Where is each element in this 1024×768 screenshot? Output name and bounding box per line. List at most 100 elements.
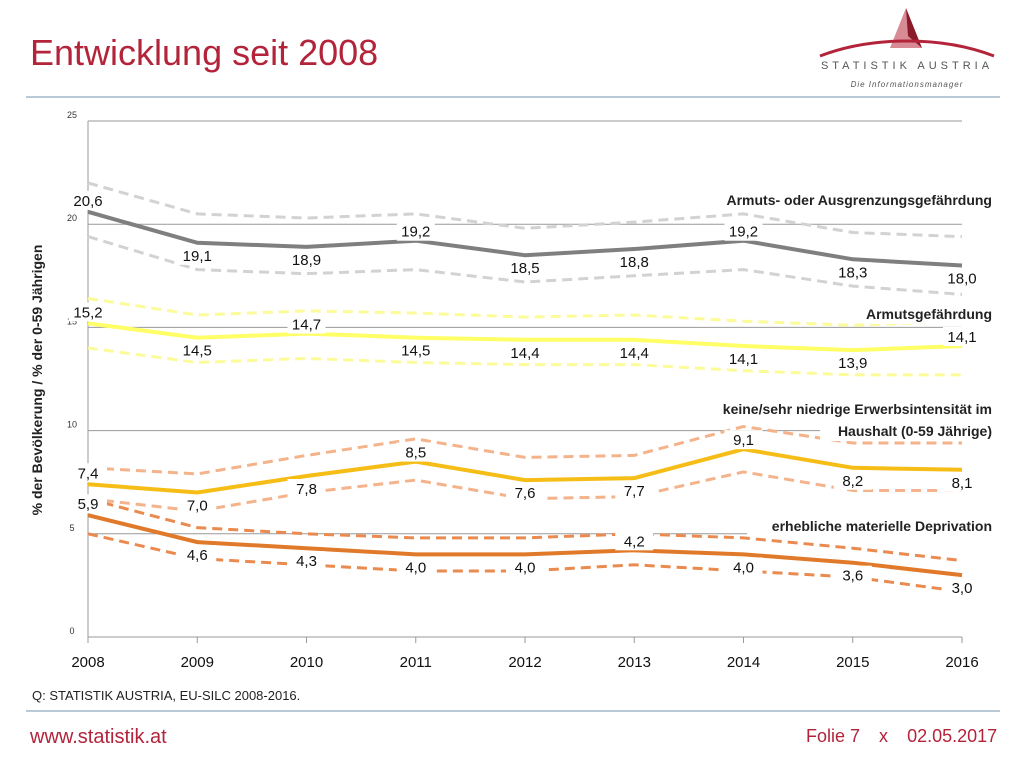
series-2-upper-bound [87,297,963,327]
value-label: 7,7 [615,481,654,501]
series-2-line [87,321,963,353]
value-label: 4,0 [396,557,435,577]
logo-tagline: Die Informationsmanager [850,80,964,89]
series-name-label: Armuts- oder Ausgrenzungsgefährdung [727,192,993,208]
value-label: 14,5 [396,340,435,360]
value-label: 7,0 [178,495,217,515]
series-lines [87,209,963,578]
value-label: 19,2 [396,221,435,241]
value-label-text: 7,0 [187,498,208,515]
value-label-bg [833,353,872,373]
value-label-text: 14,4 [620,345,649,362]
x-tick-label: 2016 [945,654,978,671]
footer-divider [26,710,1000,712]
value-label-text: 8,2 [842,473,863,490]
value-label-bg [287,551,326,571]
series-1-upper-bound [87,181,963,239]
x-tick-label: 2015 [836,654,869,671]
series-3-line [87,447,963,495]
value-label-text: 4,3 [296,553,317,570]
value-label-text: 18,8 [620,254,649,271]
value-label-bg [943,326,981,346]
value-label-text: 4,6 [187,547,208,564]
chart-axes: 0 5 10 15 20 25 2008 2009 2010 2011 2012 2013 2014 20… [67,110,979,671]
value-label-bg [943,472,981,492]
value-label: 8,5 [396,442,435,462]
value-label: 14,1 [943,326,981,346]
value-label: 13,9 [833,353,872,373]
source-note: Q: STATISTIK AUSTRIA, EU-SILC 2008-2016. [32,688,301,703]
value-label: 5,9 [69,494,107,514]
value-label-bg [943,268,981,288]
value-label: 3,0 [943,578,981,598]
value-label-text: 4,0 [515,559,536,576]
value-label-bg [833,565,872,585]
website-link[interactable]: www.statistik.at [30,726,167,748]
value-label-bg [287,314,326,334]
x-tick-label: 2012 [508,654,541,671]
value-label: 18,3 [833,262,872,282]
y-tick-label: 25 [67,110,77,120]
x-tick-label: 2010 [290,654,323,671]
y-tick-label: 10 [67,420,77,430]
value-label-bg [69,494,107,514]
value-label-text: 18,5 [510,260,539,277]
series-4-line [87,513,963,578]
value-label-text: 18,0 [947,270,976,287]
value-label-bg [506,258,544,278]
value-label-bg [69,190,107,210]
value-label: 14,5 [178,340,217,360]
series-1-line [87,209,963,268]
y-axis-label: % der Bevölkerung / % der 0-59 Jährigen [29,245,45,516]
value-label-text: 14,4 [510,345,539,362]
value-label: 19,2 [724,221,763,241]
series-name-bg [871,305,994,324]
value-label-text: 5,9 [78,496,99,513]
y-tick-label: 15 [67,316,77,326]
value-label-text: 19,2 [729,224,758,241]
y-tick-label: 0 [69,626,74,636]
x-tick-label: 2014 [727,654,760,671]
value-label: 19,1 [178,245,217,265]
value-label: 15,2 [69,302,107,322]
value-label-bg [69,302,107,322]
value-label: 4,6 [178,545,217,565]
value-label-text: 8,5 [405,445,426,462]
value-label: 4,0 [506,557,544,577]
value-label-text: 19,1 [183,248,212,265]
value-label: 3,6 [833,565,872,585]
logo-mark-icon [819,8,995,58]
value-label-bg [396,221,435,241]
value-label-bg [724,348,763,368]
slide-number: Folie 7 [806,726,861,746]
value-label-text: 14,5 [183,343,212,360]
value-label-text: 14,7 [292,317,321,334]
value-label: 18,0 [943,268,981,288]
series-name-label: erhebliche materielle Deprivation [772,518,992,534]
value-label: 7,6 [506,483,544,503]
slide-title: Entwicklung seit 2008 [30,32,379,73]
value-label-bg [615,481,654,501]
value-label-text: 3,0 [952,580,973,597]
value-label-text: 14,1 [729,351,758,368]
series-2-lower-bound [87,346,962,377]
value-label-bg [69,463,107,483]
series-name-label: Haushalt (0-59 Jährige) [838,423,992,439]
value-label-bg [396,340,435,360]
chart-gridlines [88,120,962,535]
value-label-text: 8,1 [952,475,973,492]
value-label-bg [287,249,326,269]
value-label: 4,3 [287,551,326,571]
value-label: 14,7 [287,314,326,334]
value-label: 20,6 [69,190,107,210]
header-divider [26,96,1000,98]
value-label: 18,8 [615,251,654,271]
x-tick-label: 2008 [71,654,104,671]
x-tick-label: 2011 [400,654,432,671]
value-label-text: 19,2 [401,224,430,241]
value-label-text: 9,1 [733,432,754,449]
value-label-text: 18,3 [838,264,867,281]
value-label-text: 3,6 [842,568,863,585]
value-label: 14,1 [724,348,763,368]
